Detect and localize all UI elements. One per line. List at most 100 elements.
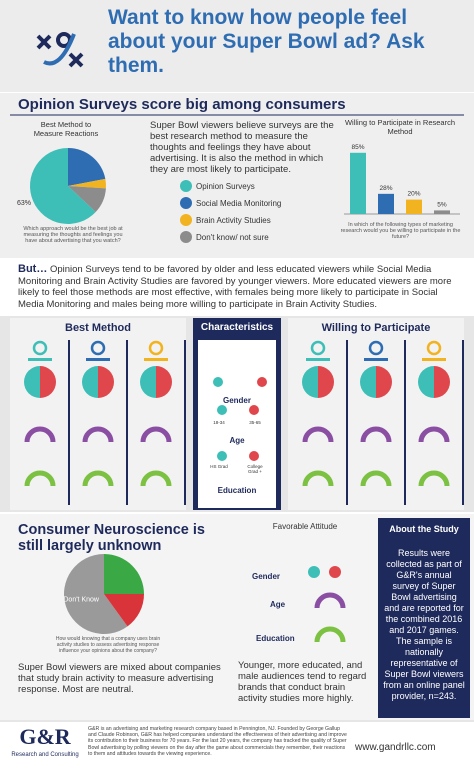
- paragraph: But… Opinion Surveys tend to be favored …: [18, 263, 463, 310]
- url[interactable]: www.gandrllc.com: [355, 742, 436, 753]
- icon: [32, 340, 48, 356]
- tagline: Research and Consulting: [11, 752, 79, 758]
- caption: How would knowing that a company uses br…: [55, 636, 161, 654]
- person-icon: [249, 451, 259, 461]
- gauge: [360, 426, 392, 443]
- pie-slice: [63, 554, 128, 635]
- group-label: 35-65: [249, 420, 261, 425]
- value-label: 20%: [407, 191, 420, 198]
- about-text: Results were collected as part of G&R's …: [383, 548, 465, 701]
- person-icon: [329, 566, 341, 578]
- person-icon: [217, 405, 227, 415]
- row-label: Age: [229, 436, 245, 445]
- title: Want to know how people feel about your …: [108, 6, 425, 77]
- person-icon: [257, 377, 267, 387]
- pie-slice: [104, 594, 144, 627]
- paragraph: Younger, more educated, and male audienc…: [238, 660, 367, 704]
- chart-title: Willing to Participate in Research Metho…: [344, 118, 456, 136]
- value-label: 85%: [351, 144, 364, 151]
- value-label: 28%: [379, 185, 392, 192]
- group-label: 18-34: [213, 420, 225, 425]
- icon: [368, 340, 384, 356]
- legend-swatch: [180, 231, 192, 243]
- row-label: Education: [217, 486, 257, 495]
- row-label: Gender: [222, 396, 251, 405]
- bar: [350, 152, 366, 214]
- icon-bar: [306, 358, 330, 361]
- char-panel: [198, 340, 276, 508]
- gauge: [314, 592, 346, 609]
- half-circle: [302, 366, 318, 398]
- half-circle: [82, 366, 98, 398]
- legend-label: Brain Activity Studies: [196, 216, 271, 225]
- legend-swatch: [180, 197, 192, 209]
- arrow: [193, 318, 281, 360]
- header-bg: [0, 0, 474, 92]
- gauge: [302, 470, 334, 487]
- logo: G&R: [19, 724, 71, 749]
- icon-bar: [364, 358, 388, 361]
- paragraph: Super Bowl viewers believe surveys are t…: [150, 120, 334, 175]
- column-title: Best Method: [65, 322, 131, 334]
- pie-slice: [68, 186, 106, 213]
- about-bg: [378, 518, 470, 718]
- icon: [148, 340, 164, 356]
- person-icon: [217, 451, 227, 461]
- text: Opinion Surveys tend to be favored by ol…: [18, 264, 452, 310]
- person-icon: [213, 377, 223, 387]
- gauge: [140, 470, 172, 487]
- value-label: 63%: [17, 200, 31, 207]
- charts: 63% 85% 28% 20% 5% Don't Know Opinion Surveys S…: [17, 144, 460, 635]
- half-circle: [360, 366, 376, 398]
- half-circle: [140, 366, 156, 398]
- gauge: [418, 426, 450, 443]
- icon: [90, 340, 106, 356]
- icon-bar: [86, 358, 110, 361]
- slice-label: Don't Know: [63, 596, 100, 603]
- right-panel: [288, 318, 464, 510]
- icon-bar: [28, 358, 52, 361]
- half-circle: [156, 366, 172, 398]
- lead: But…: [18, 263, 48, 275]
- half-circle: [318, 366, 334, 398]
- bar: [378, 193, 394, 214]
- footer-text: G&R is an advertising and marketing rese…: [88, 726, 347, 757]
- person-icon: [308, 566, 320, 578]
- bar: [434, 210, 450, 214]
- gauge: [314, 626, 346, 643]
- icon: [310, 340, 326, 356]
- caption: Which approach would be the best job at …: [23, 226, 123, 244]
- half-circle: [434, 366, 450, 398]
- legend-swatch: [180, 180, 192, 192]
- gauge: [82, 426, 114, 443]
- row-label: Gender: [252, 572, 281, 581]
- gauge: [24, 470, 56, 487]
- value-label: 5%: [437, 201, 447, 208]
- gauge: [302, 426, 334, 443]
- row-label: Age: [270, 600, 286, 609]
- about-title: About the Study: [389, 524, 459, 534]
- gauge: [360, 470, 392, 487]
- row-label: Education: [256, 634, 295, 643]
- pie-slice: [29, 148, 96, 224]
- pie-slice: [104, 554, 144, 594]
- left-panel: [10, 318, 186, 510]
- heading: Consumer Neuroscience is still largely u…: [18, 522, 205, 554]
- paragraph: Super Bowl viewers are mixed about compa…: [18, 662, 221, 695]
- gauge: [24, 426, 56, 443]
- legend-swatch: [180, 214, 192, 226]
- legend-label: Opinion Surveys: [196, 182, 255, 191]
- caption: In which of the following types of marke…: [340, 222, 461, 240]
- pie-slice: [68, 178, 106, 189]
- legend-label: Don't know/ not sure: [196, 233, 269, 242]
- bar: [406, 199, 422, 214]
- icon-bar: [144, 358, 168, 361]
- gauge: [140, 426, 172, 443]
- group-label: College Grad +: [247, 464, 263, 474]
- legend-label: Social Media Monitoring: [196, 199, 281, 208]
- icon: [426, 340, 442, 356]
- gauge: [82, 470, 114, 487]
- group-label: HS Grad: [210, 464, 228, 469]
